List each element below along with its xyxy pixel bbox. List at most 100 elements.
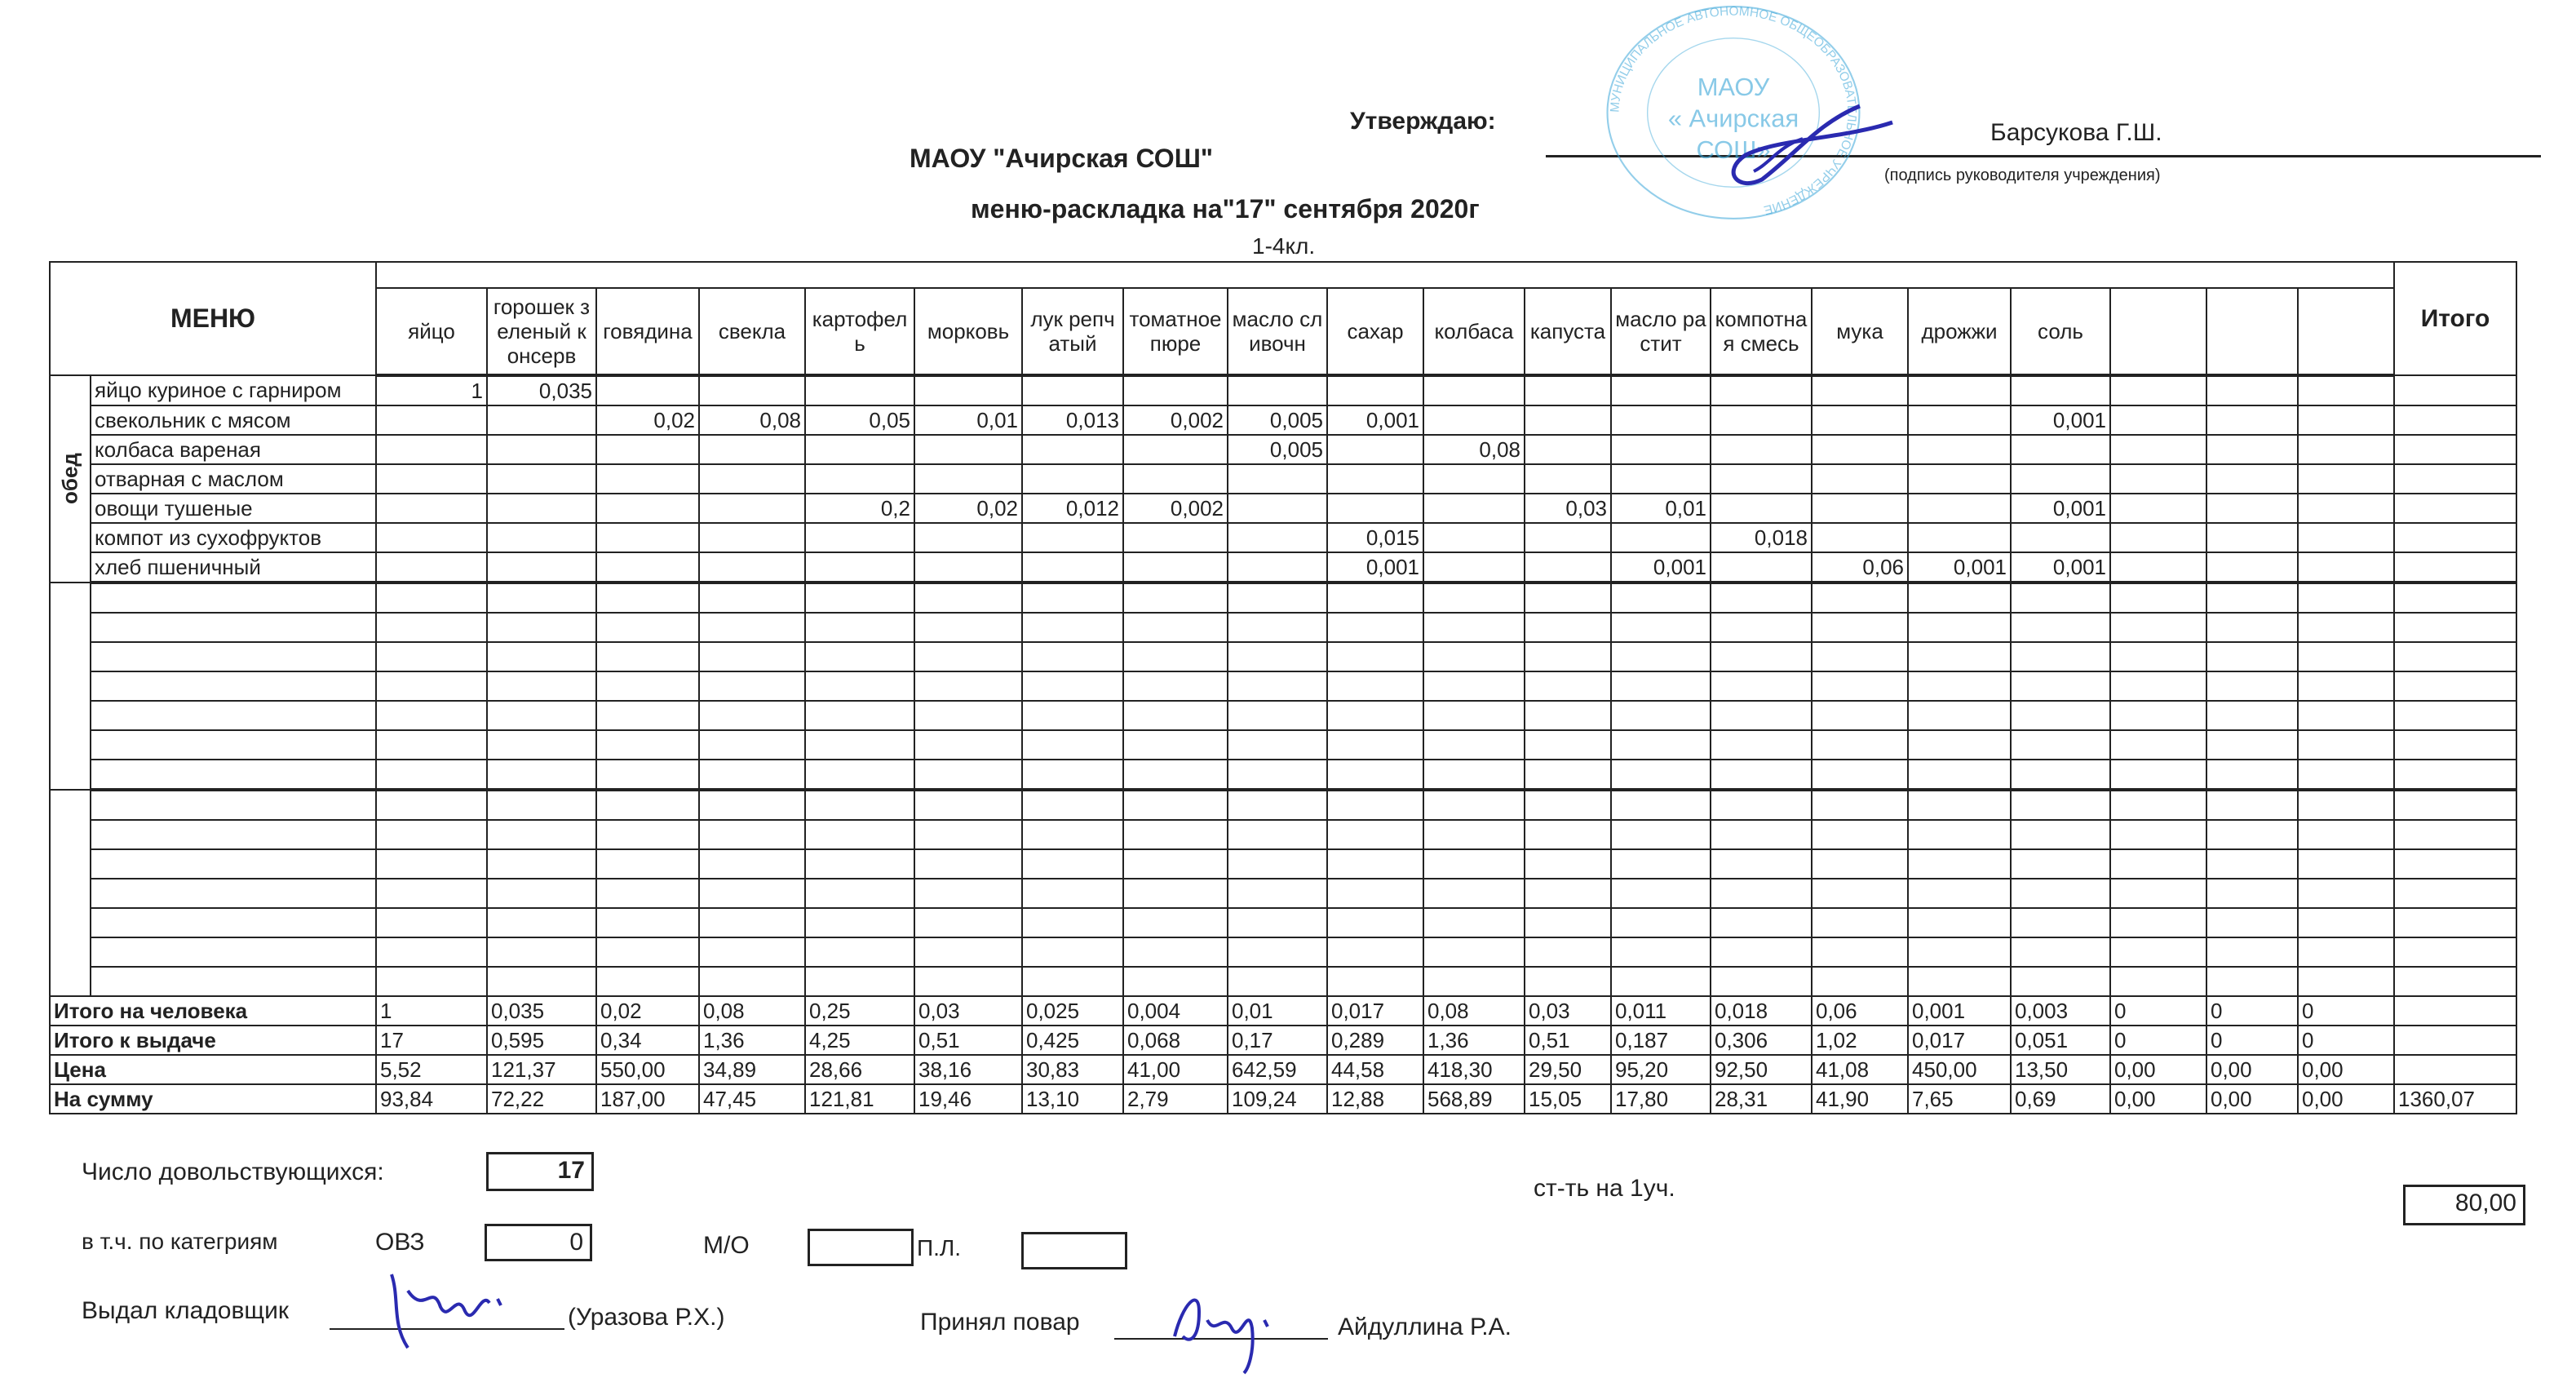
quantity-blank xyxy=(1122,582,1228,614)
quantity-blank xyxy=(914,729,1023,760)
row-total-cell xyxy=(2393,612,2517,643)
storekeeper-signature xyxy=(390,1274,502,1349)
dish-quantity xyxy=(375,493,488,524)
quantity-blank xyxy=(2109,937,2207,968)
quantity-blank xyxy=(1326,819,1424,850)
quantity-blank xyxy=(1907,819,2012,850)
quantity-blank xyxy=(2109,700,2207,731)
dish-name-blank xyxy=(90,848,377,879)
quantity-blank xyxy=(2010,671,2111,702)
quantity-blank xyxy=(595,641,700,672)
meal-label-blank xyxy=(49,789,91,997)
dish-quantity xyxy=(914,463,1023,494)
quantity-blank xyxy=(1021,848,1124,879)
dish-quantity xyxy=(2206,463,2299,494)
quantity-blank xyxy=(1610,937,1711,968)
totals-value: 121,81 xyxy=(804,1083,915,1114)
grand-total xyxy=(2393,1025,2517,1056)
quantity-blank xyxy=(595,848,700,879)
quantity-blank xyxy=(1524,819,1612,850)
quantity-blank xyxy=(1227,878,1328,909)
dish-quantity xyxy=(1610,522,1711,553)
quantity-blank xyxy=(2297,729,2395,760)
dish-quantity: 0,02 xyxy=(914,493,1023,524)
dish-quantity xyxy=(486,405,597,436)
dish-quantity xyxy=(486,463,597,494)
dish-quantity xyxy=(1811,463,1909,494)
totals-value: 121,37 xyxy=(486,1054,597,1085)
quantity-blank xyxy=(914,878,1023,909)
dish-name-blank xyxy=(90,700,377,731)
quantity-blank xyxy=(2206,700,2299,731)
quantity-blank xyxy=(1423,878,1525,909)
quantity-blank xyxy=(486,759,597,791)
dish-quantity xyxy=(1021,463,1124,494)
column-header: мука xyxy=(1811,287,1909,377)
quantity-blank xyxy=(2109,819,2207,850)
quantity-blank xyxy=(1610,612,1711,643)
quantity-blank xyxy=(1710,641,1812,672)
issued-signature-line xyxy=(330,1328,564,1330)
totals-value: 5,52 xyxy=(375,1054,488,1085)
dish-quantity xyxy=(1710,374,1812,406)
quantity-blank xyxy=(914,848,1023,879)
totals-label: Цена xyxy=(49,1054,377,1085)
quantity-blank xyxy=(486,907,597,938)
grand-total xyxy=(2393,995,2517,1026)
column-header: яйцо xyxy=(375,287,488,377)
quantity-blank xyxy=(1021,937,1124,968)
totals-value: 93,84 xyxy=(375,1083,488,1114)
totals-value: 38,16 xyxy=(914,1054,1023,1085)
quantity-blank xyxy=(2297,789,2395,821)
quantity-blank xyxy=(486,848,597,879)
dish-quantity: 0,001 xyxy=(1326,552,1424,584)
quantity-blank xyxy=(1907,966,2012,997)
dish-quantity xyxy=(595,493,700,524)
dish-quantity xyxy=(2297,434,2395,465)
quantity-blank xyxy=(1524,700,1612,731)
quantity-blank xyxy=(1227,582,1328,614)
blank-row xyxy=(49,582,2517,791)
quantity-blank xyxy=(2297,641,2395,672)
quantity-blank xyxy=(698,937,806,968)
stamp-line-2: « Ачирская xyxy=(1668,104,1799,133)
totals-value: 28,31 xyxy=(1710,1083,1812,1114)
quantity-blank xyxy=(1423,819,1525,850)
dish-quantity: 0,001 xyxy=(1907,552,2012,584)
quantity-blank xyxy=(2010,848,2111,879)
totals-value: 0 xyxy=(2109,1025,2207,1056)
row-total-cell xyxy=(2393,759,2517,791)
blank-row xyxy=(50,966,2517,997)
dish-quantity xyxy=(1524,434,1612,465)
quantity-blank xyxy=(1907,878,2012,909)
grand-total xyxy=(2393,1054,2517,1085)
quantity-blank xyxy=(375,641,488,672)
quantity-blank xyxy=(698,582,806,614)
pl-value xyxy=(1021,1232,1127,1269)
quantity-blank xyxy=(2206,641,2299,672)
quantity-blank xyxy=(595,907,700,938)
approve-hint: (подпись руководителя учреждения) xyxy=(1884,166,2161,184)
totals-value: 15,05 xyxy=(1524,1083,1612,1114)
totals-value: 0,17 xyxy=(1227,1025,1328,1056)
quantity-blank xyxy=(1423,848,1525,879)
totals-value: 0,25 xyxy=(804,995,915,1026)
quantity-blank xyxy=(375,937,488,968)
dish-quantity: 0,2 xyxy=(804,493,915,524)
dish-quantity: 0,05 xyxy=(804,405,915,436)
row-total-cell xyxy=(2393,641,2517,672)
totals-value: 0,03 xyxy=(914,995,1023,1026)
quantity-blank xyxy=(1524,848,1612,879)
quantity-blank xyxy=(2297,671,2395,702)
quantity-blank xyxy=(1021,759,1124,791)
dish-quantity xyxy=(1122,374,1228,406)
quantity-blank xyxy=(2206,729,2299,760)
quantity-blank xyxy=(486,789,597,821)
eaters-value: 17 xyxy=(486,1152,594,1191)
totals-value: 0,011 xyxy=(1610,995,1711,1026)
totals-value: 0,06 xyxy=(1811,995,1909,1026)
quantity-blank xyxy=(595,612,700,643)
organization-stamp: МУНИЦИПАЛЬНОЕ АВТОНОМНОЕ ОБЩЕОБРАЗОВАТЕЛ… xyxy=(1606,5,1861,219)
totals-value: 0,00 xyxy=(2297,1083,2395,1114)
dish-name-blank xyxy=(90,582,377,614)
